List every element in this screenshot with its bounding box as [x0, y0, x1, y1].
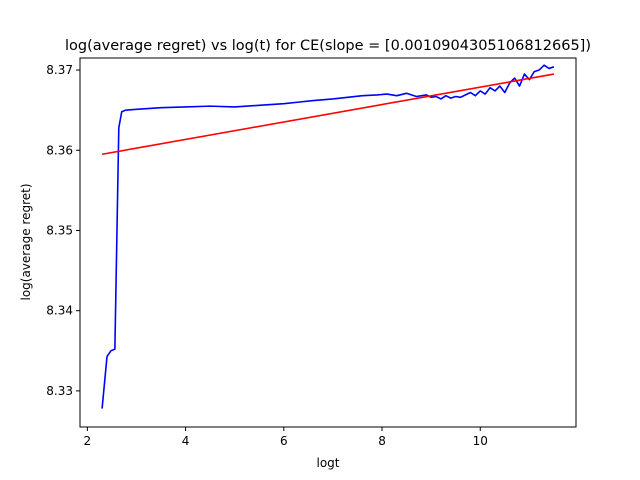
series-line-1: [101, 73, 555, 156]
y-tick-label: 8.36: [46, 143, 73, 157]
x-tick-label: 2: [84, 434, 92, 448]
x-tick-label: 4: [182, 434, 190, 448]
series-line-0: [101, 64, 555, 409]
chart-title: log(average regret) vs log(t) for CE(slo…: [65, 38, 591, 54]
x-axis-ticks: 2 4 6 8 10: [84, 427, 488, 448]
y-tick-label: 8.35: [46, 223, 73, 237]
plot-area-frame: [79, 57, 577, 428]
y-axis-label: log(average regret): [19, 183, 33, 300]
x-tick-label: 10: [473, 434, 488, 448]
x-tick-label: 6: [280, 434, 288, 448]
y-tick-label: 8.33: [46, 384, 73, 398]
x-axis-label: logt: [317, 456, 340, 470]
y-axis-ticks: 8.33 8.34 8.35 8.36 8.37: [46, 63, 80, 398]
y-tick-label: 8.34: [46, 304, 73, 318]
x-tick-label: 8: [378, 434, 386, 448]
y-tick-label: 8.37: [46, 63, 73, 77]
series-layer: [101, 64, 555, 409]
